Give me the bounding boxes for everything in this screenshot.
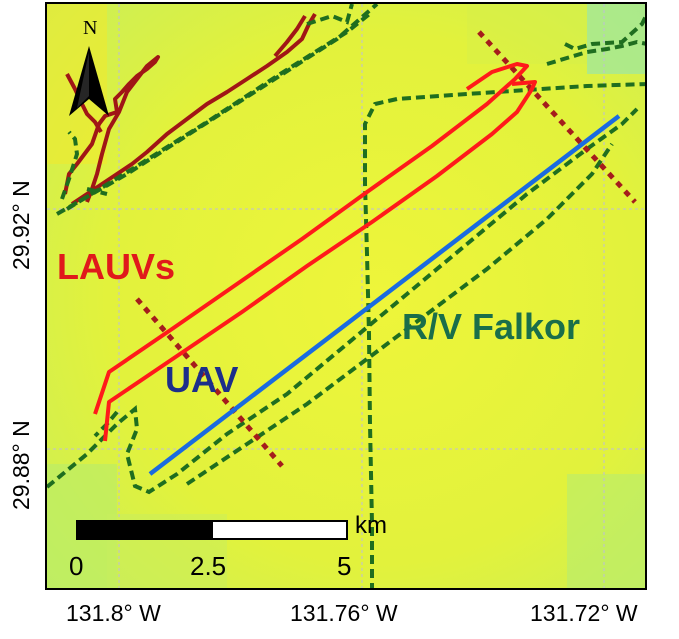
scale-bar-white-segment xyxy=(211,520,348,540)
field-patch xyxy=(587,4,645,74)
rv-falkor-label: R/V Falkor xyxy=(402,306,581,347)
field-patch xyxy=(567,474,645,588)
prior-track-3 xyxy=(70,12,317,206)
lauv-track-2 xyxy=(103,80,537,442)
uav-label: UAV xyxy=(165,359,239,400)
north-label: N xyxy=(83,17,97,39)
scale-tick-0: 0 xyxy=(69,551,84,581)
rv-loop-track xyxy=(363,82,645,588)
uav-track xyxy=(148,114,621,476)
rv-upper-track-4 xyxy=(86,187,108,196)
rv-falkor-return-track xyxy=(185,142,614,486)
rv-upper-tracks xyxy=(56,4,379,216)
field-patch xyxy=(467,4,587,64)
prior-track-1 xyxy=(63,55,160,203)
north-arrow-right xyxy=(89,46,109,116)
scale-tick-5: 5 xyxy=(337,551,352,581)
rv-upper-track-5 xyxy=(306,4,354,26)
lauv-track-1 xyxy=(93,62,529,415)
rv-falkor-main-track xyxy=(47,107,639,495)
rv-upper-track-3 xyxy=(60,130,80,200)
lauvs-label: LAUVs xyxy=(57,246,176,287)
north-arrow xyxy=(69,46,109,116)
scale-bar-outline xyxy=(76,520,348,540)
scale-unit-label: km xyxy=(355,512,387,539)
lon-label-131.72: 131.72° W xyxy=(530,600,638,626)
lat-label-29.88: 29.88° N xyxy=(8,420,34,510)
rv-upper-right-track xyxy=(546,39,645,66)
sample-line-lower xyxy=(135,297,284,468)
prior-track-4 xyxy=(273,14,307,58)
sample-line-upper xyxy=(477,30,637,204)
rv-upper-right-track-2 xyxy=(564,13,645,52)
map-canvas: N xyxy=(47,4,645,588)
lon-label-131.8: 131.8° W xyxy=(66,600,161,626)
lauv-tracks xyxy=(93,62,537,442)
scale-bar-black-segment xyxy=(77,521,212,539)
graticule xyxy=(47,4,645,588)
map-frame[interactable]: N LAUVs UAV R/V Falkor km 0 2.5 5 xyxy=(45,2,647,590)
prior-tracks xyxy=(63,12,317,206)
north-arrow-highlight xyxy=(77,52,89,108)
scale-bar xyxy=(76,520,348,540)
prior-track-2 xyxy=(65,73,103,134)
scale-tick-2.5: 2.5 xyxy=(190,551,227,581)
map-background xyxy=(47,4,645,588)
north-arrow-left xyxy=(69,46,89,116)
rv-upper-track-2 xyxy=(65,10,374,211)
sample-lines xyxy=(135,30,637,468)
lon-label-131.76: 131.76° W xyxy=(290,600,398,626)
lat-label-29.92: 29.92° N xyxy=(8,180,34,270)
